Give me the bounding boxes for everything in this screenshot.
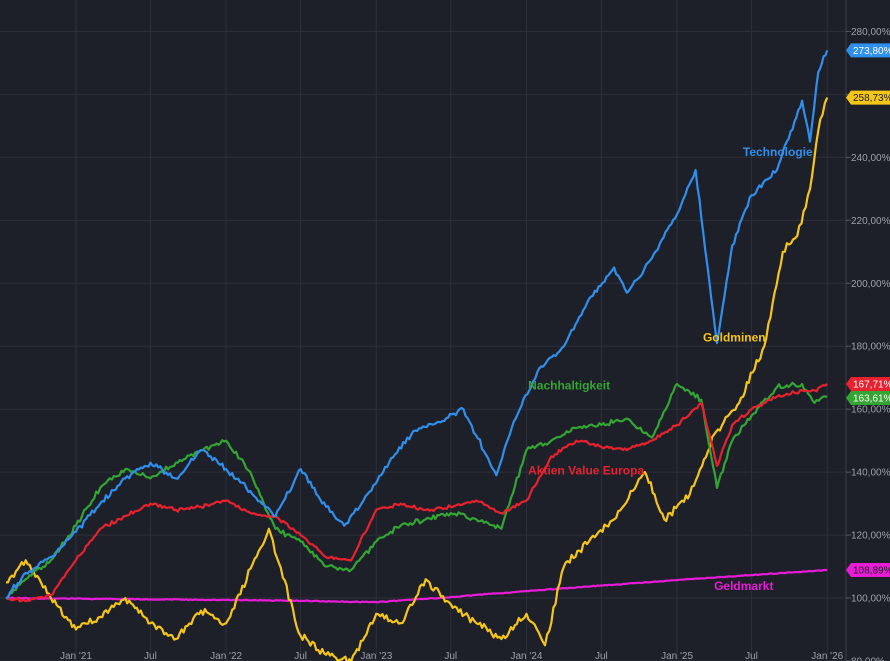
grid bbox=[0, 0, 846, 661]
y-tick-label: 100,00% bbox=[851, 594, 890, 605]
badge-shape bbox=[846, 391, 890, 406]
badge-value: 108,89% bbox=[853, 566, 890, 577]
y-tick-label: 80,00% bbox=[851, 657, 885, 661]
x-tick-label: Jul bbox=[294, 651, 307, 661]
x-tick-label: Jan '25 bbox=[661, 651, 693, 661]
series-lines bbox=[5, 50, 829, 661]
x-tick-label: Jan '23 bbox=[360, 651, 392, 661]
y-tick-label: 200,00% bbox=[851, 279, 890, 290]
x-tick-label: Jan '24 bbox=[511, 651, 543, 661]
y-tick-label: 280,00% bbox=[851, 27, 890, 38]
series-line-nachhaltigkeit bbox=[5, 381, 828, 600]
y-tick-label: 180,00% bbox=[851, 342, 890, 353]
series-label-nachhaltigkeit: Nachhaltigkeit bbox=[528, 379, 610, 393]
badge-geldmarkt: 108,89% bbox=[846, 563, 890, 578]
badge-value: 258,73% bbox=[853, 93, 890, 104]
series-label-goldminen: Goldminen bbox=[703, 331, 766, 345]
last-value-badges: 273,80% 258,73% 167,71% 163,61% 108,89% bbox=[846, 43, 890, 578]
badge-value: 273,80% bbox=[853, 46, 890, 57]
series-labels: Technologie Goldminen Nachhaltigkeit Aktien… bbox=[528, 145, 813, 593]
x-tick-label: Jan '26 bbox=[811, 651, 843, 661]
badge-value: 167,71% bbox=[853, 380, 890, 391]
series-line-technologie bbox=[5, 50, 829, 600]
y-tick-label: 160,00% bbox=[851, 405, 890, 416]
y-tick-label: 240,00% bbox=[851, 153, 890, 164]
x-axis-ticks: Jan '21 Jul Jan '22 Jul Jan '23 Jul Jan '24 Jul… bbox=[60, 651, 844, 661]
series-line-goldminen bbox=[5, 97, 829, 661]
badge-technologie: 273,80% bbox=[846, 43, 890, 58]
y-tick-label: 120,00% bbox=[851, 531, 890, 542]
badge-nachhaltigkeit: 163,61% bbox=[846, 391, 890, 406]
x-tick-label: Jul bbox=[144, 651, 157, 661]
x-tick-label: Jul bbox=[745, 651, 758, 661]
badge-shape bbox=[846, 43, 890, 58]
badge-goldminen: 258,73% bbox=[846, 90, 890, 105]
series-label-aktien-value-europa: Aktien Value Europa bbox=[528, 464, 644, 478]
badge-aktien-value-europa: 167,71% bbox=[846, 377, 890, 392]
x-tick-label: Jul bbox=[444, 651, 457, 661]
series-line-aktien-value-europa bbox=[5, 383, 828, 603]
series-line-geldmarkt bbox=[5, 568, 828, 604]
badge-shape bbox=[846, 90, 890, 105]
series-label-technologie: Technologie bbox=[743, 145, 813, 159]
badge-shape bbox=[846, 563, 890, 578]
x-tick-label: Jan '22 bbox=[210, 651, 242, 661]
x-tick-label: Jan '21 bbox=[60, 651, 92, 661]
badge-value: 163,61% bbox=[853, 394, 890, 405]
y-tick-label: 140,00% bbox=[851, 468, 890, 479]
series-label-geldmarkt: Geldmarkt bbox=[714, 579, 773, 593]
badge-shape bbox=[846, 377, 890, 392]
x-tick-label: Jul bbox=[595, 651, 608, 661]
y-tick-label: 220,00% bbox=[851, 216, 890, 227]
